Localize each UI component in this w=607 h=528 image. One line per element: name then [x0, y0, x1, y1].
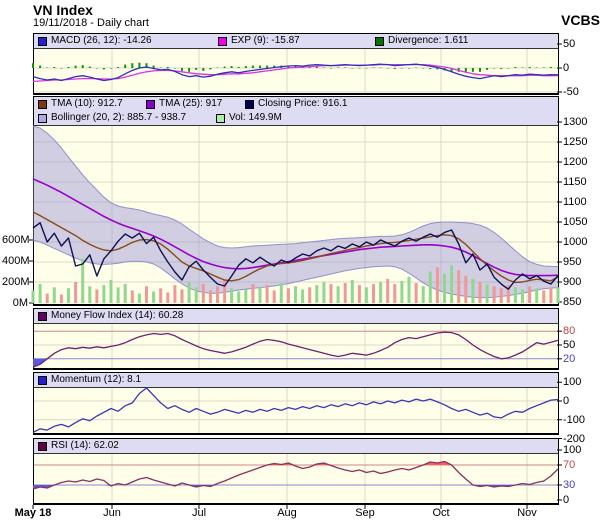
legend-label: Momentum (12): 8.1: [51, 374, 142, 385]
y-tick-label: -100: [563, 413, 586, 426]
legend-label: EXP (9): -15.87: [231, 35, 300, 46]
y-tick-label: 50: [563, 38, 576, 50]
exp-marker: [218, 36, 227, 46]
divergence-marker: [375, 36, 384, 46]
y-tick-label: 1150: [563, 176, 587, 188]
legend-label: TMA (10): 912.7: [51, 98, 123, 109]
y-tick-label: 600M: [2, 234, 30, 246]
y-tick-label: 1200: [563, 156, 588, 168]
chart-subtitle: 19/11/2018 - Daily chart: [33, 17, 149, 29]
legend-label: Bollinger (20, 2): 885.7 - 938.7: [51, 112, 187, 123]
legend-item: Money Flow Index (14): 60.28: [38, 309, 183, 323]
brand-logo: VCBS: [561, 12, 600, 28]
mfi-legend: Money Flow Index (14): 60.28: [34, 309, 558, 324]
y-tick-label: 400M: [2, 255, 30, 267]
y-tick-label: 100: [563, 376, 582, 389]
bollinger-marker: [38, 113, 47, 123]
momentum-legend: Momentum (12): 8.1: [34, 373, 558, 388]
tma10-marker: [38, 99, 47, 109]
y-tick-label: 1100: [563, 196, 587, 208]
x-axis-label: Sep: [355, 507, 375, 519]
y-tick-label: 100: [563, 444, 582, 456]
y-tick-label: 80: [563, 325, 576, 338]
volume-marker: [216, 113, 225, 123]
y-tick-label: 70: [563, 459, 576, 471]
legend-item: Vol: 149.9M: [216, 111, 282, 125]
y-tick-label: 1000: [563, 236, 588, 248]
x-axis-label: Oct: [432, 507, 450, 519]
legend-label: Divergence: 1.611: [388, 35, 469, 46]
y-tick-label: 900: [563, 276, 582, 288]
legend-item: Closing Price: 916.1: [245, 97, 348, 111]
x-axis-label: Aug: [277, 507, 297, 519]
macd-legend: MACD (26, 12): -14.26 EXP (9): -15.87 Di…: [34, 34, 558, 49]
legend-label: Vol: 149.9M: [229, 112, 282, 123]
legend-label: Closing Price: 916.1: [258, 98, 348, 109]
x-axis-label: Jun: [103, 507, 121, 519]
legend-item: Momentum (12): 8.1: [38, 373, 141, 387]
close-marker: [245, 99, 254, 109]
legend-label: MACD (26, 12): -14.26: [51, 35, 152, 46]
mfi-marker: [38, 311, 47, 321]
price-panel: TMA (10): 912.7 TMA (25): 917 Closing Pr…: [33, 96, 559, 306]
legend-item: Divergence: 1.611: [375, 34, 468, 48]
y-tick-label: 0: [563, 395, 570, 407]
legend-label: Money Flow Index (14): 60.28: [51, 310, 184, 321]
y-tick-label: 1050: [563, 216, 588, 228]
mfi-panel: Money Flow Index (14): 60.28: [33, 308, 559, 370]
y-tick-label: 0: [563, 62, 570, 74]
y-tick-label: 20: [563, 352, 576, 365]
macd-marker: [38, 36, 47, 46]
momentum-panel: Momentum (12): 8.1: [33, 372, 559, 435]
legend-item: EXP (9): -15.87: [218, 34, 300, 48]
y-tick-label: 850: [563, 296, 582, 308]
rsi-marker: [38, 441, 47, 451]
rsi-legend: RSI (14): 62.02: [34, 439, 558, 454]
legend-item: MACD (26, 12): -14.26: [38, 34, 152, 48]
macd-panel: MACD (26, 12): -14.26 EXP (9): -15.87 Di…: [33, 33, 559, 95]
legend-item: TMA (10): 912.7: [38, 97, 123, 111]
page-title: VN Index: [33, 2, 93, 18]
y-tick-label: -200: [563, 432, 586, 445]
x-axis-label: May 18: [14, 507, 52, 519]
legend-label: RSI (14): 62.02: [51, 440, 119, 451]
legend-label: TMA (25): 917: [159, 98, 223, 109]
y-tick-label: 30: [563, 479, 576, 491]
legend-item: RSI (14): 62.02: [38, 439, 119, 453]
y-tick-label: -50: [563, 86, 579, 98]
y-tick-label: 950: [563, 256, 582, 268]
price-legend-row2: Bollinger (20, 2): 885.7 - 938.7 Vol: 14…: [34, 111, 558, 126]
y-tick-label: 1300: [563, 116, 588, 128]
x-axis-label: Nov: [517, 507, 537, 519]
x-axis-label: Jul: [191, 507, 207, 519]
y-tick-label: 200M: [2, 276, 30, 288]
y-tick-label: 50: [563, 339, 576, 351]
y-tick-label: 1250: [563, 136, 588, 148]
legend-item: Bollinger (20, 2): 885.7 - 938.7: [38, 111, 186, 125]
momentum-marker: [38, 375, 47, 385]
y-tick-label: 0M: [12, 297, 28, 309]
rsi-panel: RSI (14): 62.02: [33, 438, 559, 505]
legend-item: TMA (25): 917: [146, 97, 222, 111]
price-legend-row1: TMA (10): 912.7 TMA (25): 917 Closing Pr…: [34, 97, 558, 111]
tma25-marker: [146, 99, 155, 109]
y-tick-label: 0: [563, 494, 570, 506]
